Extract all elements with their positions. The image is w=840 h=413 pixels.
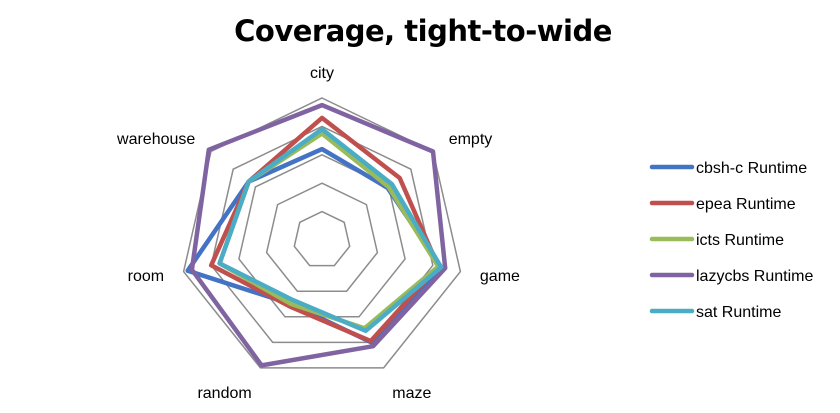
legend-label-icts-runtime: icts Runtime	[696, 232, 784, 249]
legend-item-cbsh-c-runtime: cbsh-c Runtime	[649, 160, 807, 177]
axis-label-empty: empty	[449, 131, 493, 148]
legend-item-icts-runtime: icts Runtime	[649, 232, 784, 249]
axis-label-warehouse: warehouse	[116, 131, 195, 148]
legend-item-lazycbs-runtime: lazycbs Runtime	[649, 268, 813, 285]
legend-item-epea-runtime: epea Runtime	[649, 196, 796, 213]
grid-ring-2	[265, 182, 379, 292]
chart-title: Coverage, tight-to-wide	[234, 14, 612, 48]
legend: cbsh-c Runtime epea Runtime icts Runtime la…	[649, 160, 813, 321]
grid-ring-1	[293, 210, 351, 267]
grid-ring-4	[210, 125, 434, 344]
axis-label-room: room	[128, 268, 164, 285]
legend-label-cbsh-c-runtime: cbsh-c Runtime	[696, 160, 807, 177]
axis-labels: city empty game maze random room warehouse	[116, 65, 520, 402]
axis-label-maze: maze	[392, 385, 431, 402]
legend-label-lazycbs-runtime: lazycbs Runtime	[696, 268, 813, 285]
legend-label-sat-runtime: sat Runtime	[696, 304, 781, 321]
axis-label-random: random	[197, 385, 251, 402]
series-line-lazycbs-runtime	[189, 102, 448, 368]
legend-label-epea-runtime: epea Runtime	[696, 196, 796, 213]
axis-label-city: city	[310, 65, 334, 82]
series-line-sat-runtime	[217, 126, 444, 334]
axis-label-game: game	[480, 268, 520, 285]
series-layer	[185, 102, 448, 368]
legend-item-sat-runtime: sat Runtime	[649, 304, 781, 321]
